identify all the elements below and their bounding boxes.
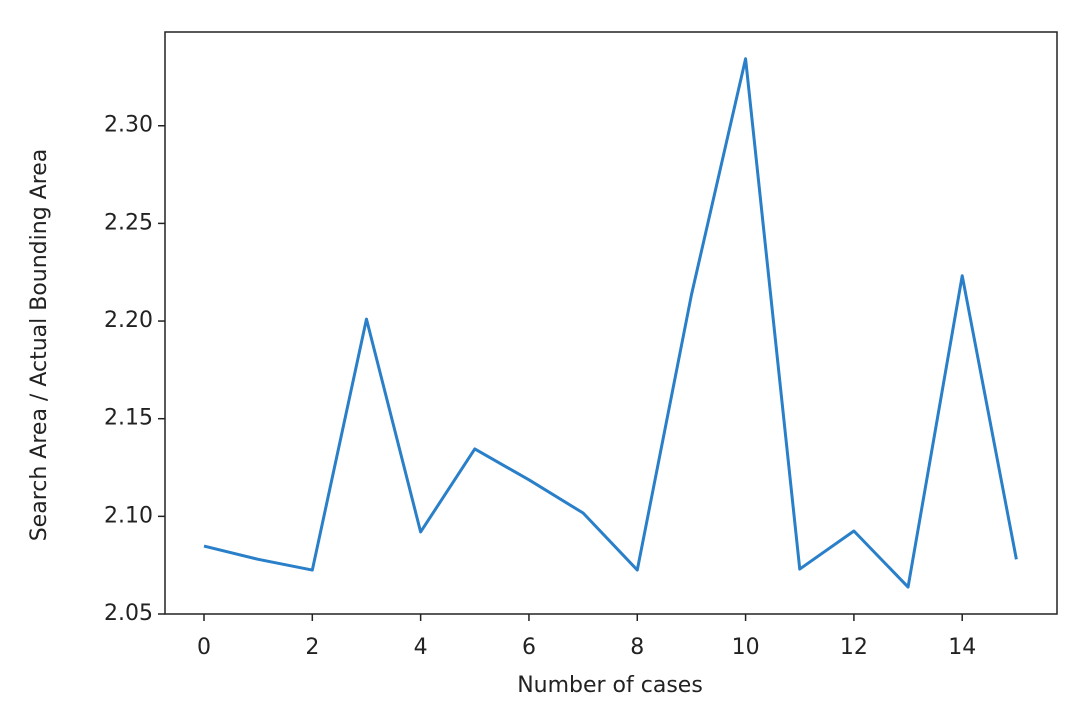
y-tick-label: 2.30 [104,113,153,138]
y-tick-label: 2.10 [104,503,153,528]
plot-frame [164,31,1058,615]
x-tick-label: 0 [197,635,211,660]
x-axis-label: Number of cases [517,673,703,698]
x-tick-label: 2 [305,635,319,660]
x-tick-label: 8 [630,635,644,660]
x-tick-label: 6 [522,635,536,660]
x-tick-label: 4 [414,635,428,660]
x-tick-label: 12 [840,635,868,660]
y-tick-label: 2.15 [104,406,153,431]
y-tick-label: 2.25 [104,210,153,235]
x-tick-label: 14 [948,635,976,660]
data-line [203,57,1018,589]
x-tick-label: 10 [732,635,760,660]
y-tick-label: 2.05 [104,601,153,626]
y-axis-label: Search Area / Actual Bounding Area [27,149,52,542]
y-tick-label: 2.20 [104,308,153,333]
